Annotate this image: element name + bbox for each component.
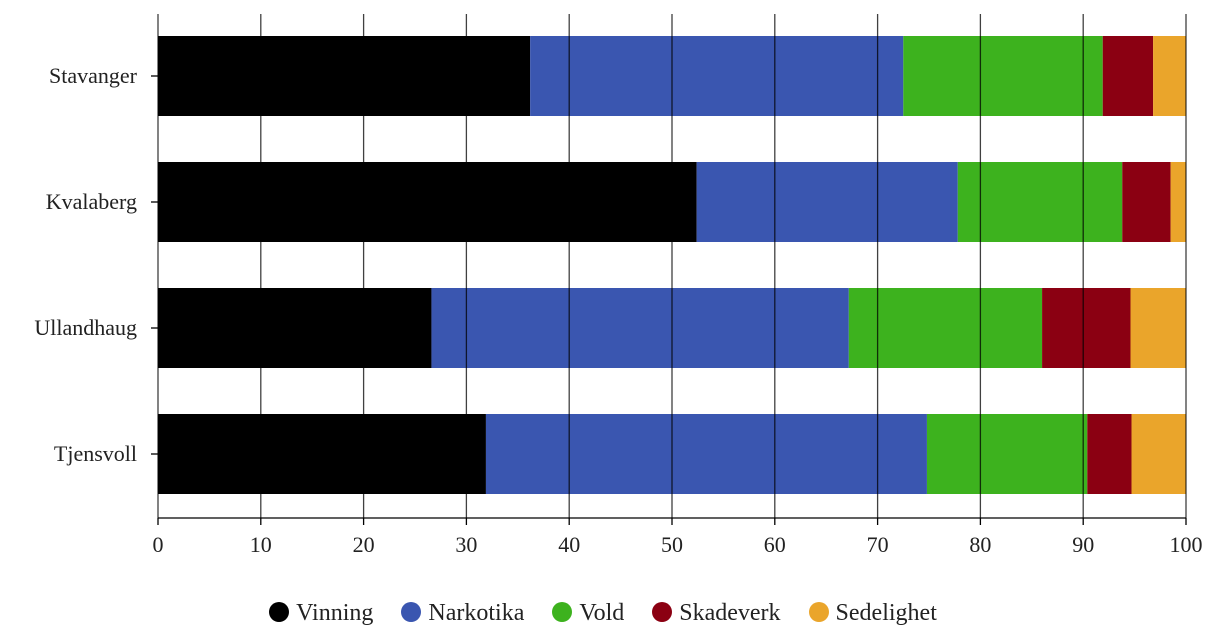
x-tick-label: 90 xyxy=(1072,532,1094,557)
x-tick-label: 80 xyxy=(969,532,991,557)
bar-segment-vold-stavanger xyxy=(903,36,1103,116)
bar-segment-vold-kvalaberg xyxy=(957,162,1123,242)
legend-swatch xyxy=(652,602,673,622)
x-tick-label: 100 xyxy=(1170,532,1203,557)
category-label-kvalaberg: Kvalaberg xyxy=(46,189,137,214)
bar-segment-vinning-tjensvoll xyxy=(158,414,486,494)
x-tick-label: 10 xyxy=(250,532,272,557)
bar-segment-vinning-ullandhaug xyxy=(158,288,432,368)
x-tick-label: 70 xyxy=(867,532,889,557)
stacked-bar-chart: 0 10 20 30 40 50 60 70 80 90 100 Stavanger Kvalaberg… xyxy=(34,14,1203,557)
bar-segment-sedelighet-kvalaberg xyxy=(1170,162,1186,242)
legend-label: Vold xyxy=(579,600,625,626)
bar-segment-skadeverk-tjensvoll xyxy=(1087,414,1132,494)
gridlines xyxy=(157,14,1187,518)
legend-swatch xyxy=(269,602,290,622)
x-tick-label: 30 xyxy=(455,532,477,557)
bar-segment-skadeverk-kvalaberg xyxy=(1122,162,1171,242)
bar-segment-narkotika-stavanger xyxy=(530,36,904,116)
legend-label: Vinning xyxy=(296,600,374,626)
legend-label: Skadeverk xyxy=(679,600,781,626)
bar-segment-narkotika-tjensvoll xyxy=(485,414,927,494)
legend-item-vold: Vold xyxy=(552,600,624,627)
bar-segment-narkotika-kvalaberg xyxy=(696,162,958,242)
bars-layer xyxy=(158,36,1186,494)
category-label-tjensvoll: Tjensvoll xyxy=(54,441,137,466)
bar-segment-skadeverk-ullandhaug xyxy=(1042,288,1131,368)
bar-segment-vold-ullandhaug xyxy=(848,288,1043,368)
legend: Vinning Narkotika Vold Skadeverk Sedelighet xyxy=(0,600,1206,627)
bar-segment-vold-tjensvoll xyxy=(926,414,1088,494)
x-tick-label: 50 xyxy=(661,532,683,557)
x-tick-label: 60 xyxy=(764,532,786,557)
legend-item-narkotika: Narkotika xyxy=(401,600,524,627)
legend-label: Sedelighet xyxy=(835,600,937,626)
legend-item-vinning: Vinning xyxy=(269,600,373,627)
x-tick-label: 20 xyxy=(353,532,375,557)
bar-segment-vinning-kvalaberg xyxy=(158,162,697,242)
legend-label: Narkotika xyxy=(428,600,525,626)
bar-segment-sedelighet-tjensvoll xyxy=(1131,414,1186,494)
bar-segment-skadeverk-stavanger xyxy=(1102,36,1154,116)
category-label-stavanger: Stavanger xyxy=(49,63,138,88)
bar-segment-sedelighet-stavanger xyxy=(1153,36,1186,116)
axes: 0 10 20 30 40 50 60 70 80 90 100 Stavanger Kvalaberg… xyxy=(34,63,1202,557)
bar-segment-narkotika-ullandhaug xyxy=(431,288,849,368)
x-tick-label: 40 xyxy=(558,532,580,557)
x-tick-label: 0 xyxy=(153,532,164,557)
legend-swatch xyxy=(401,602,422,622)
bar-segment-sedelighet-ullandhaug xyxy=(1130,288,1186,368)
bar-segment-vinning-stavanger xyxy=(158,36,531,116)
category-label-ullandhaug: Ullandhaug xyxy=(34,315,137,340)
legend-item-skadeverk: Skadeverk xyxy=(652,600,781,627)
legend-item-sedelighet: Sedelighet xyxy=(808,600,937,627)
legend-swatch xyxy=(552,602,573,622)
legend-swatch xyxy=(808,602,829,622)
